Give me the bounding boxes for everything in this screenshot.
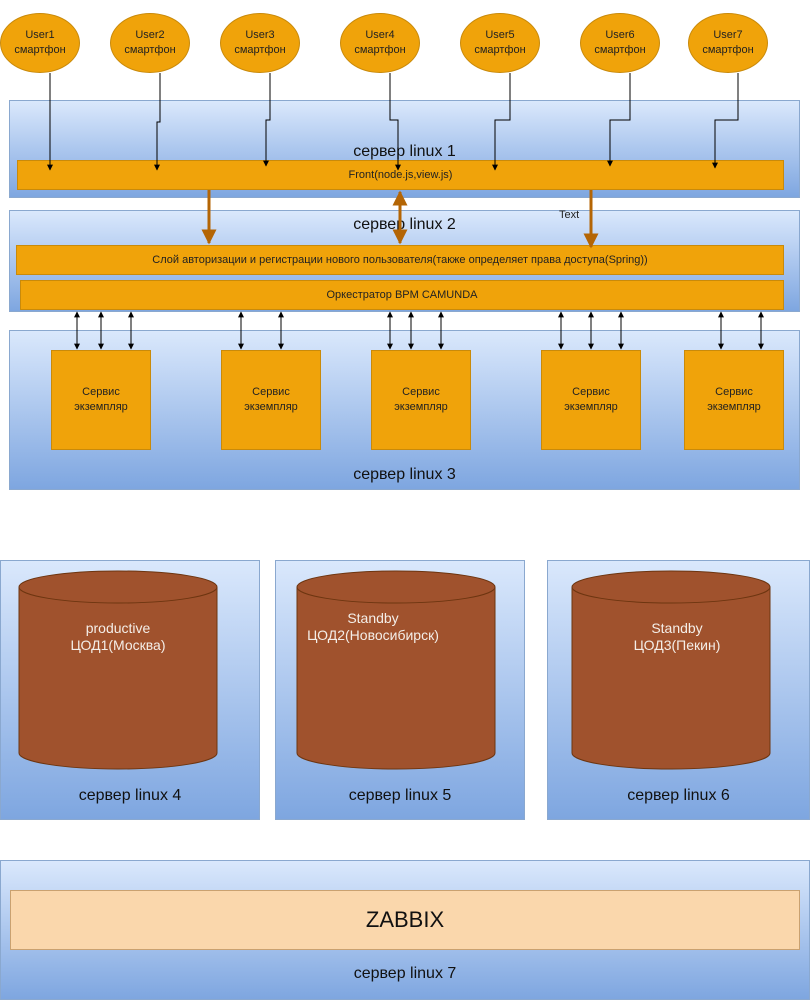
orchestrator-layer: Оркестратор BPM CAMUNDA [20,280,784,310]
user-7: User7 смартфон [688,13,768,73]
server-linux-5-label: сервер linux 5 [348,787,452,804]
user-1-device: смартфон [14,44,66,56]
service-instance-5: Сервис экземпляр [684,350,784,450]
zabbix-box: ZABBIX [10,890,800,950]
user-7-name: User7 [713,29,743,41]
server-linux-1-label: сервер linux 1 [353,143,456,160]
server-linux-3-label: сервер linux 3 [353,466,456,483]
user-1-name: User1 [25,29,55,41]
user-5-device: смартфон [474,44,526,56]
database-cod2: Standby ЦОД2(Новосибирск) [296,570,496,770]
service-4-line2: экземпляр [564,401,618,413]
service-2-line1: Сервис [252,386,290,398]
database-cod2-line1: Standby [347,610,399,626]
service-instance-3: Сервис экземпляр [371,350,471,450]
database-cod2-line2: ЦОД2(Новосибирск) [307,627,439,643]
user-6: User6 смартфон [580,13,660,73]
database-cod3-line2: ЦОД3(Пекин) [633,637,721,653]
user-2: User2 смартфон [110,13,190,73]
front-layer: Front(node.js,view.js) [17,160,784,190]
service-3-line2: экземпляр [394,401,448,413]
user-3-name: User3 [245,29,275,41]
service-3-line1: Сервис [402,386,440,398]
service-5-line2: экземпляр [707,401,761,413]
user-6-device: смартфон [594,44,646,56]
user-2-device: смартфон [124,44,176,56]
database-cod2-cylinder [296,570,496,770]
service-instance-2: Сервис экземпляр [221,350,321,450]
server-linux-4-label: сервер linux 4 [78,787,182,804]
server-linux-6-label: сервер linux 6 [627,787,730,804]
database-cod1: productive ЦОД1(Москва) [18,570,218,770]
user-5: User5 смартфон [460,13,540,73]
service-5-line1: Сервис [715,386,753,398]
user-1: User1 смартфон [0,13,80,73]
user-3-device: смартфон [234,44,286,56]
database-cod1-cylinder [18,570,218,770]
service-1-line1: Сервис [82,386,120,398]
service-4-line1: Сервис [572,386,610,398]
auth-layer: Слой авторизации и регистрации нового по… [16,245,784,275]
database-cod1-line2: ЦОД1(Москва) [70,637,166,653]
user-6-name: User6 [605,29,635,41]
user-2-name: User2 [135,29,165,41]
user-5-name: User5 [485,29,515,41]
database-cod3-line1: Standby [651,620,703,636]
database-cod3-cylinder [571,570,771,770]
user-4-device: смартфон [354,44,406,56]
user-4-name: User4 [365,29,395,41]
server-linux-2-label: сервер linux 2 [353,216,456,233]
database-cod1-line1: productive [85,620,151,636]
database-cod3: Standby ЦОД3(Пекин) [571,570,771,770]
user-4: User4 смартфон [340,13,420,73]
user-3: User3 смартфон [220,13,300,73]
service-1-line2: экземпляр [74,401,128,413]
service-2-line2: экземпляр [244,401,298,413]
server-linux-7-label: сервер linux 7 [353,965,457,982]
service-instance-4: Сервис экземпляр [541,350,641,450]
user-7-device: смартфон [702,44,754,56]
service-instance-1: Сервис экземпляр [51,350,151,450]
